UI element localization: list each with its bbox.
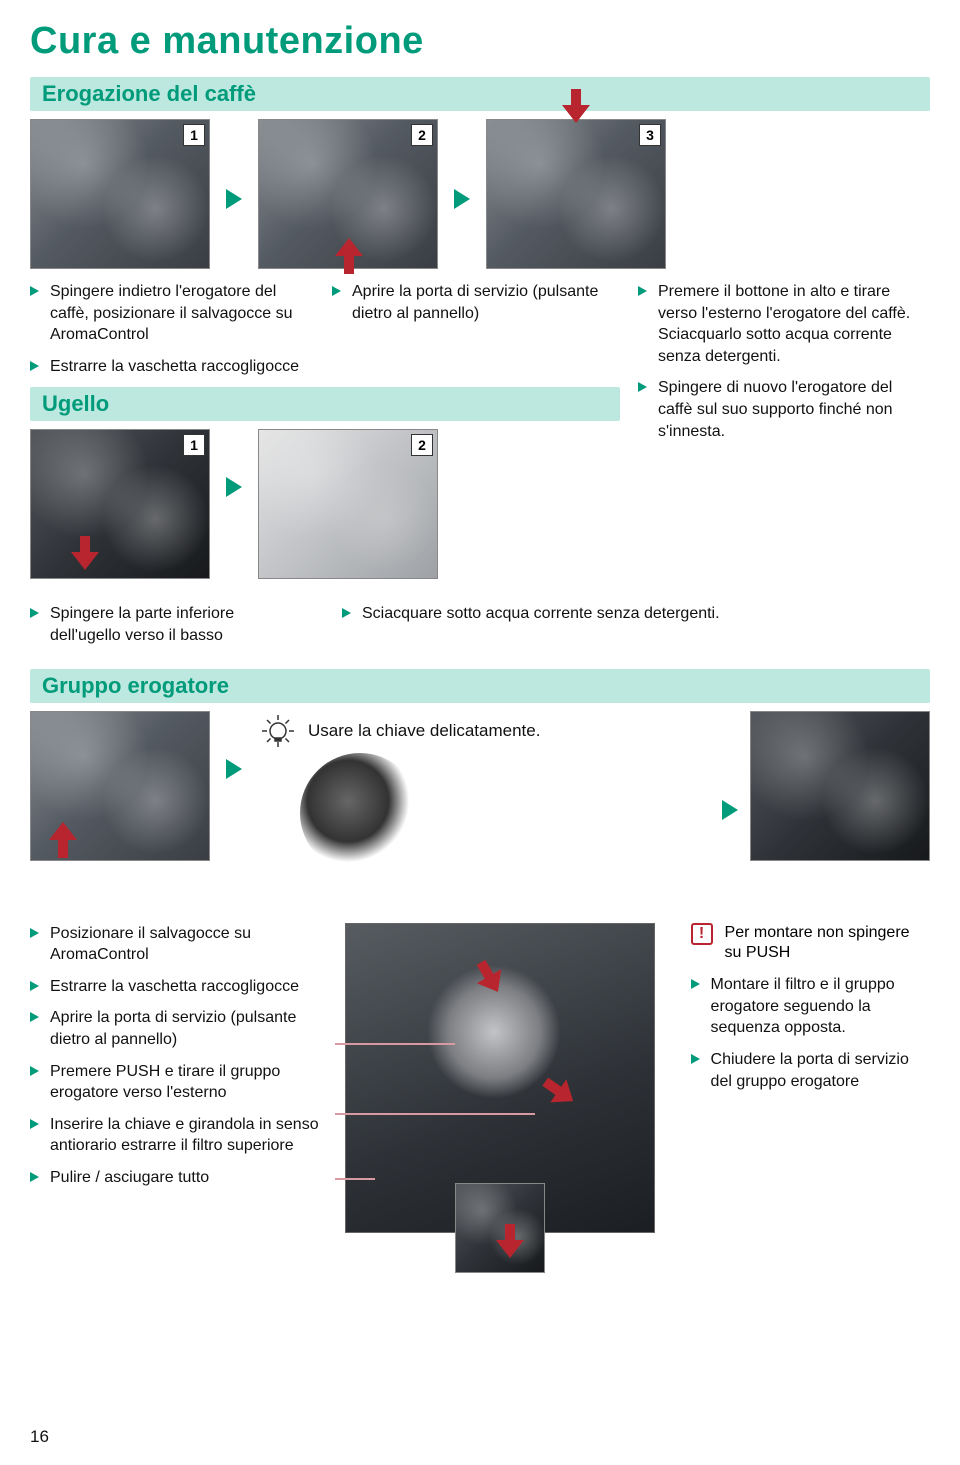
section-band-ugello: Ugello <box>30 387 620 421</box>
section-title-ugello: Ugello <box>42 391 608 417</box>
leader-line <box>335 1043 455 1045</box>
bullet-list: Premere il bottone in alto e tirare vers… <box>638 281 918 442</box>
photo-gruppo-1 <box>30 711 210 861</box>
list-item: Premere il bottone in alto e tirare vers… <box>638 281 918 367</box>
chevron-right-icon <box>226 189 242 209</box>
photo-erogazione-1: 1 <box>30 119 210 269</box>
list-item: Premere PUSH e tirare il gruppo erogator… <box>30 1061 329 1104</box>
bullet-list: Montare il filtro e il gruppo erogatore … <box>691 974 930 1092</box>
arrow-up-red-icon <box>335 238 363 274</box>
section-title-gruppo: Gruppo erogatore <box>42 673 918 699</box>
photo-gruppo-right <box>750 711 930 861</box>
page-title: Cura e manutenzione <box>30 20 930 63</box>
leader-line <box>335 1178 375 1180</box>
warning-row: Per montare non spingere su PUSH <box>691 923 930 965</box>
photo-ugello-1: 1 <box>30 429 210 579</box>
badge: 1 <box>183 434 205 456</box>
badge: 1 <box>183 124 205 146</box>
list-item: Montare il filtro e il gruppo erogatore … <box>691 974 930 1039</box>
list-item: Chiudere la porta di servizio del gruppo… <box>691 1049 930 1092</box>
bullet-list: Spingere la parte inferiore dell'ugello … <box>30 603 306 646</box>
caution-icon <box>691 923 713 945</box>
bullet-list: Sciacquare sotto acqua corrente senza de… <box>342 603 930 625</box>
chevron-right-icon <box>454 189 470 209</box>
list-item: Spingere la parte inferiore dell'ugello … <box>30 603 306 646</box>
list-item: Estrarre la vaschetta raccogligocce <box>30 356 306 378</box>
section-band-erogazione: Erogazione del caffè <box>30 77 930 111</box>
list-item: Pulire / asciugare tutto <box>30 1167 329 1189</box>
tip-text: Usare la chiave delicatamente. <box>308 721 540 741</box>
arrow-down-red-icon <box>562 89 590 125</box>
list-item: Aprire la porta di servizio (pulsante di… <box>30 1007 329 1050</box>
arrow-up-red-icon <box>49 822 77 858</box>
list-item: Inserire la chiave e girandola in senso … <box>30 1114 329 1157</box>
warning-text: Per montare non spingere su PUSH <box>725 923 930 965</box>
list-item: Spingere di nuovo l'erogatore del caffè … <box>638 377 918 442</box>
arrow-red-icon <box>469 955 511 1000</box>
arrow-red-icon <box>538 1070 584 1114</box>
badge: 3 <box>639 124 661 146</box>
arrow-down-red-icon <box>71 536 99 572</box>
leader-line <box>335 1113 535 1115</box>
photo-erogazione-2: 2 <box>258 119 438 269</box>
list-item: Aprire la porta di servizio (pulsante di… <box>332 281 622 324</box>
chevron-right-icon <box>226 477 242 497</box>
list-item: Estrarre la vaschetta raccogligocce <box>30 976 329 998</box>
page-number: 16 <box>30 1427 49 1447</box>
list-item: Posizionare il salvagocce su AromaContro… <box>30 923 329 966</box>
list-item: Spingere indietro l'erogatore del caffè,… <box>30 281 306 346</box>
bullet-list: Spingere indietro l'erogatore del caffè,… <box>30 281 306 377</box>
badge: 2 <box>411 124 433 146</box>
list-item: Sciacquare sotto acqua corrente senza de… <box>342 603 930 625</box>
photo-erogazione-3: 3 <box>486 119 666 269</box>
bullet-list: Posizionare il salvagocce su AromaContro… <box>30 923 329 1189</box>
section-title-erogazione: Erogazione del caffè <box>42 81 918 107</box>
arrow-down-red-icon <box>496 1224 524 1260</box>
badge: 2 <box>411 434 433 456</box>
lightbulb-icon <box>258 711 298 751</box>
chevron-right-icon <box>722 800 738 820</box>
photo-ugello-2: 2 <box>258 429 438 579</box>
bullet-list: Aprire la porta di servizio (pulsante di… <box>332 281 622 324</box>
chevron-right-icon <box>226 759 242 779</box>
section-band-gruppo: Gruppo erogatore <box>30 669 930 703</box>
